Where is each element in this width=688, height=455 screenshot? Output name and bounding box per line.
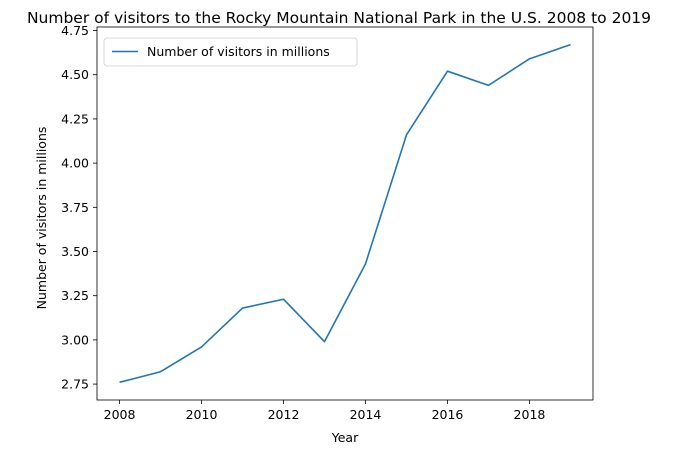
data-point — [568, 42, 573, 47]
data-point — [363, 261, 368, 266]
x-axis-label: Year — [331, 430, 359, 445]
y-axis-ticks: 2.75 3.00 3.25 3.50 3.75 4.00 4.25 4.50 4.75 — [61, 23, 97, 392]
y-tick-label: 4.50 — [61, 67, 89, 82]
y-tick-label: 3.50 — [61, 244, 89, 259]
x-axis-ticks: 2008 2010 2012 2014 2016 2018 — [104, 400, 546, 422]
series-line-0 — [119, 43, 571, 384]
data-point — [158, 369, 163, 374]
x-tick-label: 2018 — [514, 407, 546, 422]
x-tick-label: 2012 — [268, 407, 300, 422]
x-tick-label: 2010 — [186, 407, 218, 422]
y-tick-label: 4.00 — [61, 156, 89, 171]
data-point — [322, 339, 327, 344]
legend: Number of visitors in millions — [103, 37, 358, 67]
x-tick-label: 2008 — [104, 407, 136, 422]
y-tick-label: 3.75 — [61, 200, 89, 215]
x-tick-label: 2014 — [350, 407, 382, 422]
data-point — [281, 297, 286, 302]
data-point — [404, 132, 409, 137]
legend-box — [103, 37, 358, 67]
data-point — [527, 56, 532, 61]
chart-title: Number of visitors to the Rocky Mountain… — [27, 9, 651, 27]
y-axis-label: Number of visitors in millions — [34, 127, 49, 310]
data-point — [199, 344, 204, 349]
y-tick-label: 4.25 — [61, 111, 89, 126]
data-point — [445, 69, 450, 74]
data-point — [240, 306, 245, 311]
y-tick-label: 3.25 — [61, 288, 89, 303]
plot-area-frame — [96, 26, 594, 401]
y-tick-label: 2.75 — [61, 377, 89, 392]
series-layer — [117, 42, 573, 385]
x-tick-label: 2016 — [432, 407, 464, 422]
legend-label: Number of visitors in millions — [147, 44, 330, 59]
data-point — [486, 83, 491, 88]
data-point — [117, 380, 122, 385]
y-tick-label: 3.00 — [61, 332, 89, 347]
y-tick-label: 4.75 — [61, 23, 89, 38]
